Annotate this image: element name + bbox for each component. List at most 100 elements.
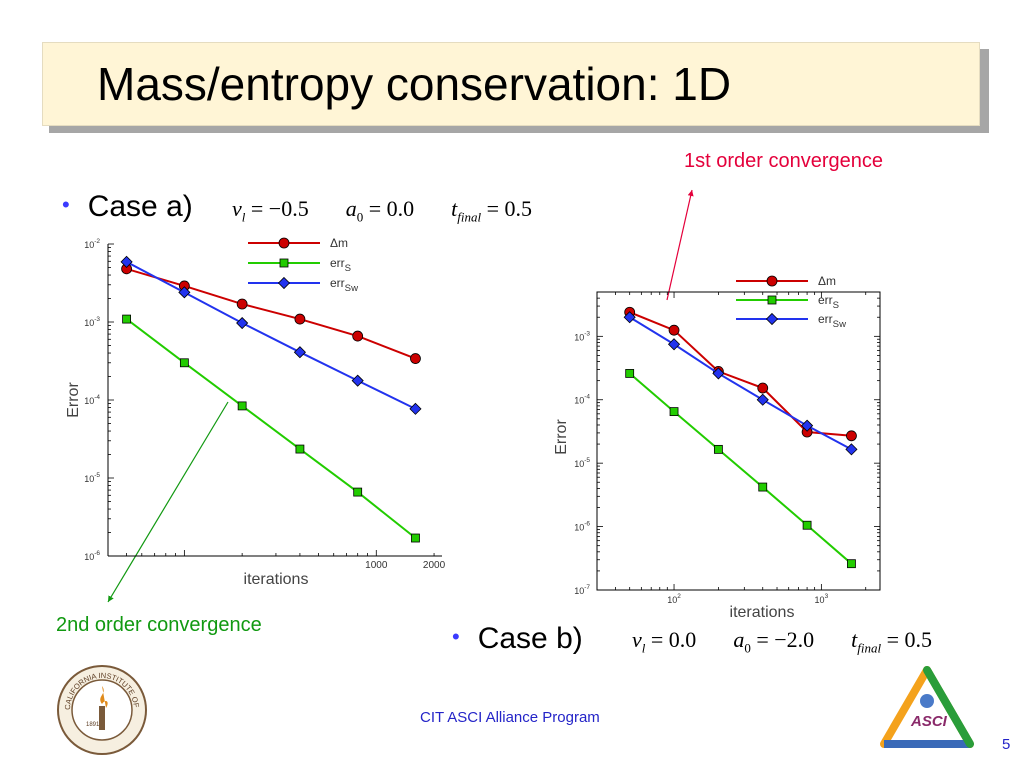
eq-a-a-symbol: a [345, 196, 357, 221]
data-point-marker [293, 346, 306, 359]
torch-handle-icon [99, 706, 105, 730]
x-tick-label-base: 10 [815, 595, 825, 605]
y-tick-label-base: 10 [84, 318, 94, 328]
y-tick-label: 10-4 [84, 394, 100, 406]
legend-label-sub: Sw [345, 283, 358, 294]
y-tick-label-exp: -5 [584, 457, 590, 464]
y-tick-label-exp: -3 [94, 316, 100, 323]
data-point-marker [237, 401, 247, 411]
legend-marker [765, 312, 779, 326]
legend-label-sub: S [345, 263, 351, 274]
y-tick-label-exp: -4 [584, 394, 590, 401]
eq-a-a-subscript: 0 [356, 209, 364, 225]
y-tick-label: 10-4 [574, 394, 590, 406]
y-tick-label-exp: -2 [94, 238, 100, 245]
data-point-marker [623, 311, 636, 324]
y-tick-label: 10-3 [84, 316, 100, 328]
y-tick-label-base: 10 [574, 586, 584, 596]
eq-a-v-value: = −0.5 [250, 196, 309, 221]
asci-logo: ASCI [880, 666, 974, 748]
data-point-marker [353, 487, 363, 497]
y-tick-label: 10-6 [84, 550, 100, 562]
equation-case-a: vl = −0.5 a0 = 0.0 tfinal = 0.5 [232, 196, 532, 225]
series-line-m [629, 311, 852, 437]
y-axis-label: Error [65, 382, 82, 418]
data-point-marker [120, 255, 133, 268]
bullet-case-b-label: Case b) [477, 622, 583, 655]
data-point-marker [294, 313, 306, 325]
y-tick-label-base: 10 [84, 474, 94, 484]
data-point-marker [756, 393, 769, 406]
bullet-case-a: • Case a) [62, 190, 193, 224]
eq-b-a-symbol: a [733, 627, 745, 652]
y-tick-label-base: 10 [574, 523, 584, 533]
eq-a-t-symbol: t [451, 196, 458, 221]
x-tick-label: 102 [667, 593, 681, 605]
data-point-marker [802, 520, 812, 530]
data-point-marker [351, 374, 364, 387]
data-point-marker [845, 443, 858, 456]
y-tick-label: 10-5 [574, 457, 590, 469]
y-tick-label: 10-3 [574, 330, 590, 342]
legend-label: Δm [330, 236, 348, 250]
y-tick-label: 10-7 [574, 584, 590, 596]
legend-marker [278, 237, 290, 249]
legend-label: errS [818, 293, 839, 311]
data-point-marker [236, 316, 249, 330]
legend-label-base: err [330, 276, 345, 290]
data-point-marker [668, 324, 680, 336]
series-line-errs [125, 318, 417, 539]
eq-a-t-value: = 0.5 [486, 196, 533, 221]
legend-label-base: err [818, 293, 833, 307]
data-point-marker [847, 559, 856, 569]
legend-label: errSw [330, 276, 358, 294]
eq-b-v-subscript: l [641, 640, 646, 656]
bullet-case-b: • Case b) [452, 622, 583, 656]
plot-frame [596, 291, 881, 591]
series-line-m [126, 267, 416, 360]
data-point-marker [410, 353, 421, 364]
eq-a-v-symbol: v [232, 196, 242, 221]
data-point-marker [801, 419, 814, 432]
eq-a-t-subscript: final [457, 209, 482, 225]
y-tick-label: 10-6 [574, 521, 590, 533]
x-tick-label-exp: 3 [825, 593, 829, 600]
y-tick-label: 10-5 [84, 472, 100, 484]
caltech-seal-year: 1891 [86, 722, 100, 728]
data-point-marker [669, 407, 679, 417]
footer-text: CIT ASCI Alliance Program [420, 709, 600, 726]
eq-a-a-value: = 0.0 [368, 196, 415, 221]
data-point-marker [236, 298, 248, 310]
slide-title: Mass/entropy conservation: 1D [97, 58, 732, 110]
eq-b-a-subscript: 0 [744, 640, 751, 656]
eq-b-t-symbol: t [851, 627, 858, 652]
legend-marker [767, 295, 777, 305]
y-tick-label-exp: -3 [584, 330, 590, 337]
arrow-second-order [107, 401, 229, 603]
legend-marker [279, 258, 289, 268]
data-point-marker [846, 430, 857, 442]
legend-label-base: err [818, 312, 833, 326]
x-tick-label: 1000 [365, 560, 388, 571]
x-tick-label: 103 [815, 593, 829, 605]
data-point-marker [122, 314, 131, 324]
y-tick-label-base: 10 [84, 552, 94, 562]
x-axis-label: iterations [244, 571, 309, 588]
y-tick-label-base: 10 [574, 396, 584, 406]
data-point-marker [713, 444, 723, 454]
eq-a-v-subscript: l [241, 209, 246, 225]
eq-b-t-value: = 0.5 [886, 627, 933, 652]
annotation-second-order: 2nd order convergence [56, 614, 262, 636]
series-line-errsw [629, 316, 852, 451]
x-tick-label-exp: 2 [677, 593, 681, 600]
data-point-marker [667, 338, 681, 351]
y-tick-label-exp: -6 [584, 521, 590, 528]
asci-logo-text: ASCI [910, 713, 948, 730]
data-point-marker [712, 367, 725, 380]
y-tick-label-exp: -5 [94, 472, 100, 479]
x-tick-label-base: 10 [667, 595, 677, 605]
y-tick-label-base: 10 [574, 459, 584, 469]
